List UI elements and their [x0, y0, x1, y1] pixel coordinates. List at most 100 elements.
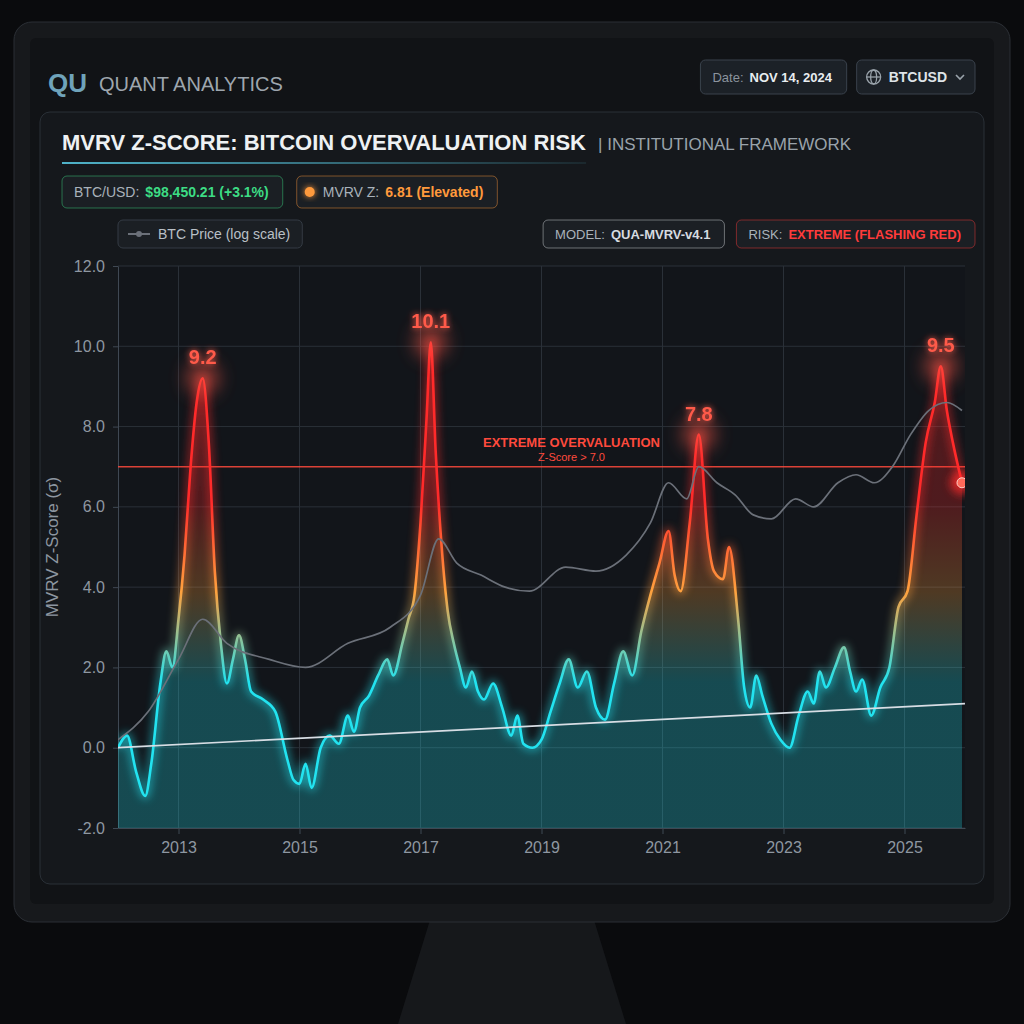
dropdown-chevron[interactable] — [956, 75, 964, 79]
badge-value: 6.81 (Elevated) — [385, 184, 483, 200]
peak-label: 7.8 — [685, 403, 713, 425]
series-line — [118, 342, 962, 796]
y-tick: 6.0 — [83, 498, 118, 515]
y-tick-mark — [113, 346, 118, 347]
y-tick-mark — [113, 587, 118, 588]
date-box-text: Date: NOV 14, 2024 — [712, 70, 832, 85]
y-tick-label: 2.0 — [83, 659, 105, 676]
annotation-subtitle: Z-Score > 7.0 — [538, 451, 605, 463]
brand-name: QUANT ANALYTICS — [99, 73, 283, 95]
x-tick-mark — [300, 828, 301, 834]
peak-label: 9.2 — [189, 346, 217, 368]
y-tick: 4.0 — [83, 579, 118, 596]
date-label: Date: — [712, 70, 743, 85]
status-badge-text: RISK: EXTREME (FLASHING RED) — [748, 227, 961, 242]
x-tick-label: 2017 — [403, 839, 439, 856]
status-badge: RISK: EXTREME (FLASHING RED) — [736, 220, 975, 248]
y-tick: 10.0 — [74, 338, 118, 355]
ticker-select-box — [857, 60, 975, 94]
y-tick-label: 8.0 — [83, 418, 105, 435]
y-tick-mark — [113, 828, 118, 829]
current-point — [957, 478, 965, 488]
brand-mark: QU — [48, 68, 87, 98]
y-tick-mark — [113, 748, 118, 749]
dashboard-screen: QU QUANT ANALYTICS BTCUSD Date: NOV 14, 2024… — [0, 0, 1024, 1024]
plot-area — [118, 326, 965, 828]
background — [0, 0, 1024, 1024]
y-tick: 0.0 — [83, 739, 118, 756]
y-tick: 8.0 — [83, 418, 118, 435]
series-line-glow — [118, 342, 962, 796]
status-badge-box — [736, 220, 975, 248]
series-line — [118, 704, 965, 748]
ticker-select-text: BTCUSD — [889, 69, 947, 85]
series-line — [118, 402, 962, 739]
x-tick: 2025 — [887, 828, 923, 856]
x-tick-label: 2015 — [282, 839, 318, 856]
date-box-box — [700, 60, 846, 94]
x-tick-label: 2025 — [887, 839, 923, 856]
badge-value: EXTREME (FLASHING RED) — [788, 227, 961, 242]
legend-label: BTC Price (log scale) — [158, 226, 290, 242]
y-axis-title: MVRV Z-Score (σ) — [43, 477, 62, 618]
y-tick-label: 10.0 — [74, 338, 105, 355]
badge-label: MVRV Z: — [323, 184, 380, 200]
x-tick: 2017 — [403, 828, 439, 856]
title-underline — [62, 162, 586, 164]
x-axis: 2013 2015 2017 2019 2021 2023 2025 — [119, 828, 966, 856]
y-tick-mark — [113, 667, 118, 668]
ticker-select[interactable]: BTCUSD — [857, 60, 975, 94]
x-tick-label: 2021 — [645, 839, 681, 856]
globe-equator — [867, 76, 881, 77]
y-tick-label: 4.0 — [83, 579, 105, 596]
y-tick-mark — [113, 427, 118, 428]
status-badge: MVRV Z: 6.81 (Elevated) — [297, 176, 498, 208]
globe-outline — [867, 70, 881, 84]
grid-line-x — [299, 266, 300, 828]
series-area — [118, 342, 962, 828]
legend-text: BTC Price (log scale) — [158, 226, 290, 242]
x-tick-mark — [663, 828, 664, 834]
plot-background — [118, 266, 965, 828]
y-tick-mark — [113, 266, 118, 267]
y-axis: -2.0 0.0 2.0 4.0 6.0 8.0 10.0 12.0 — [74, 258, 119, 837]
badge-dot — [305, 187, 315, 197]
peak-label: 10.1 — [411, 310, 450, 332]
x-tick-mark — [179, 828, 180, 834]
badge-label: BTC/USD: — [74, 184, 139, 200]
status-badge: BTC/USD: $98,450.21 (+3.1%) — [62, 176, 283, 208]
grid — [118, 266, 965, 828]
x-tick-mark — [421, 828, 422, 834]
chart-subtitle: | INSTITUTIONAL FRAMEWORK — [598, 135, 852, 154]
current-point-glow — [950, 471, 965, 495]
badge-value: $98,450.21 (+3.1%) — [145, 184, 268, 200]
status-badge-box — [543, 220, 724, 248]
status-badge-text: MVRV Z: 6.81 (Elevated) — [323, 184, 484, 200]
badge-label: RISK: — [748, 227, 782, 242]
badge-label: MODEL: — [555, 227, 605, 242]
x-tick: 2015 — [282, 828, 318, 856]
monitor-stand — [398, 920, 626, 1024]
date-value: NOV 14, 2024 — [750, 70, 833, 85]
date-box: Date: NOV 14, 2024 — [700, 60, 846, 94]
x-tick: 2013 — [161, 828, 197, 856]
dashboard-panel — [40, 112, 984, 884]
y-tick: -2.0 — [77, 820, 118, 837]
status-badge-text: MODEL: QUA-MVRV-v4.1 — [555, 227, 710, 242]
annotation-title: EXTREME OVERVALUATION — [483, 435, 660, 450]
x-tick-label: 2023 — [766, 839, 802, 856]
chart-title: MVRV Z-SCORE: BITCOIN OVERVALUATION RISK — [62, 130, 586, 155]
globe-icon — [867, 70, 881, 84]
badge-value: QUA-MVRV-v4.1 — [611, 227, 710, 242]
y-tick-label: 6.0 — [83, 498, 105, 515]
x-tick-mark — [784, 828, 785, 834]
y-tick-label: 0.0 — [83, 739, 105, 756]
legend: BTC Price (log scale) — [118, 220, 302, 248]
x-tick: 2019 — [524, 828, 560, 856]
y-tick: 12.0 — [74, 258, 118, 275]
monitor-bezel — [14, 22, 1010, 922]
legend-box — [118, 220, 302, 248]
x-tick: 2023 — [766, 828, 802, 856]
y-tick-label: -2.0 — [77, 820, 105, 837]
legend-swatch-dot — [136, 231, 142, 237]
